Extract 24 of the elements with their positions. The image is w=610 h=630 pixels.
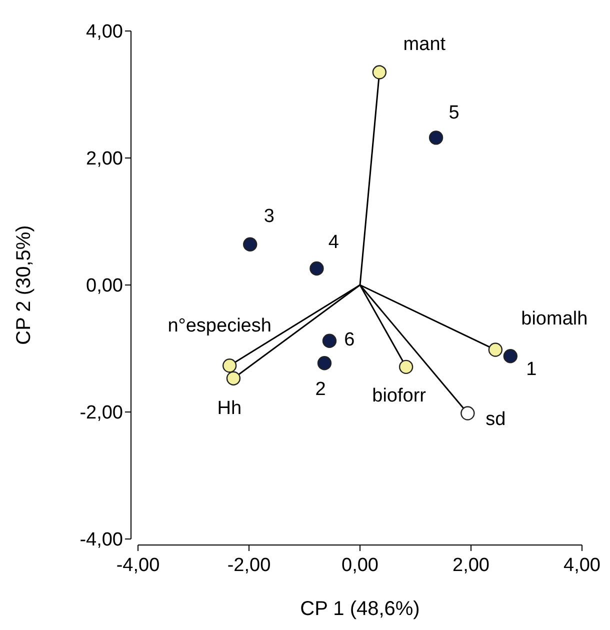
annotation: n°especiesh [168, 315, 272, 336]
annotation: 5 [448, 102, 460, 124]
x-tick-label: 4,00 [564, 555, 600, 576]
x-tick-label: -2,00 [227, 555, 271, 576]
x-axis-title: CP 1 (48,6%) [300, 598, 420, 620]
annotation: bioforr [372, 386, 427, 407]
x-tick-label: -4,00 [116, 555, 160, 576]
annotation: Hh [217, 398, 242, 419]
y-tick-label: -4,00 [80, 530, 123, 551]
annotation: 1 [526, 358, 537, 380]
annotation: mant [403, 34, 446, 55]
annotation: 2 [315, 378, 326, 400]
annotation: biomalh [521, 308, 588, 330]
x-tick-label: 0,00 [342, 555, 378, 576]
annotation: 4 [328, 232, 340, 254]
y-tick-label: -2,00 [80, 402, 123, 424]
annotation: 6 [344, 330, 355, 351]
y-tick-label: 0,00 [86, 276, 123, 297]
y-tick-label: 2,00 [86, 148, 123, 170]
annotation: sd [486, 408, 506, 430]
annotation: 3 [264, 206, 274, 228]
y-tick-label: 4,00 [86, 22, 123, 43]
x-tick-label: 2,00 [452, 555, 490, 576]
y-axis-title: CP 2 (30,5%) [13, 225, 35, 345]
